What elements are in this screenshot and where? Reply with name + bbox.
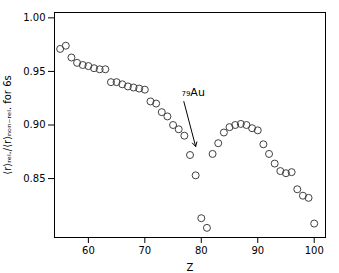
svg-text:0.90: 0.90 [23, 119, 45, 130]
svg-text:60: 60 [82, 245, 95, 256]
svg-text:70: 70 [138, 245, 151, 256]
svg-text:0.95: 0.95 [23, 66, 45, 77]
svg-text:100: 100 [305, 245, 324, 256]
svg-text:⟨r⟩ᵣₑₗ./⟨r⟩ₙₒₙ₋ᵣₑₗ. for 6s: ⟨r⟩ᵣₑₗ./⟨r⟩ₙₒₙ₋ᵣₑₗ. for 6s [2, 75, 13, 174]
svg-text:80: 80 [195, 245, 208, 256]
svg-text:1.00: 1.00 [23, 12, 45, 23]
svg-text:0.85: 0.85 [23, 173, 45, 184]
svg-text:90: 90 [251, 245, 264, 256]
svg-text:Z: Z [187, 262, 194, 273]
svg-text:₇₉Au: ₇₉Au [182, 86, 205, 99]
